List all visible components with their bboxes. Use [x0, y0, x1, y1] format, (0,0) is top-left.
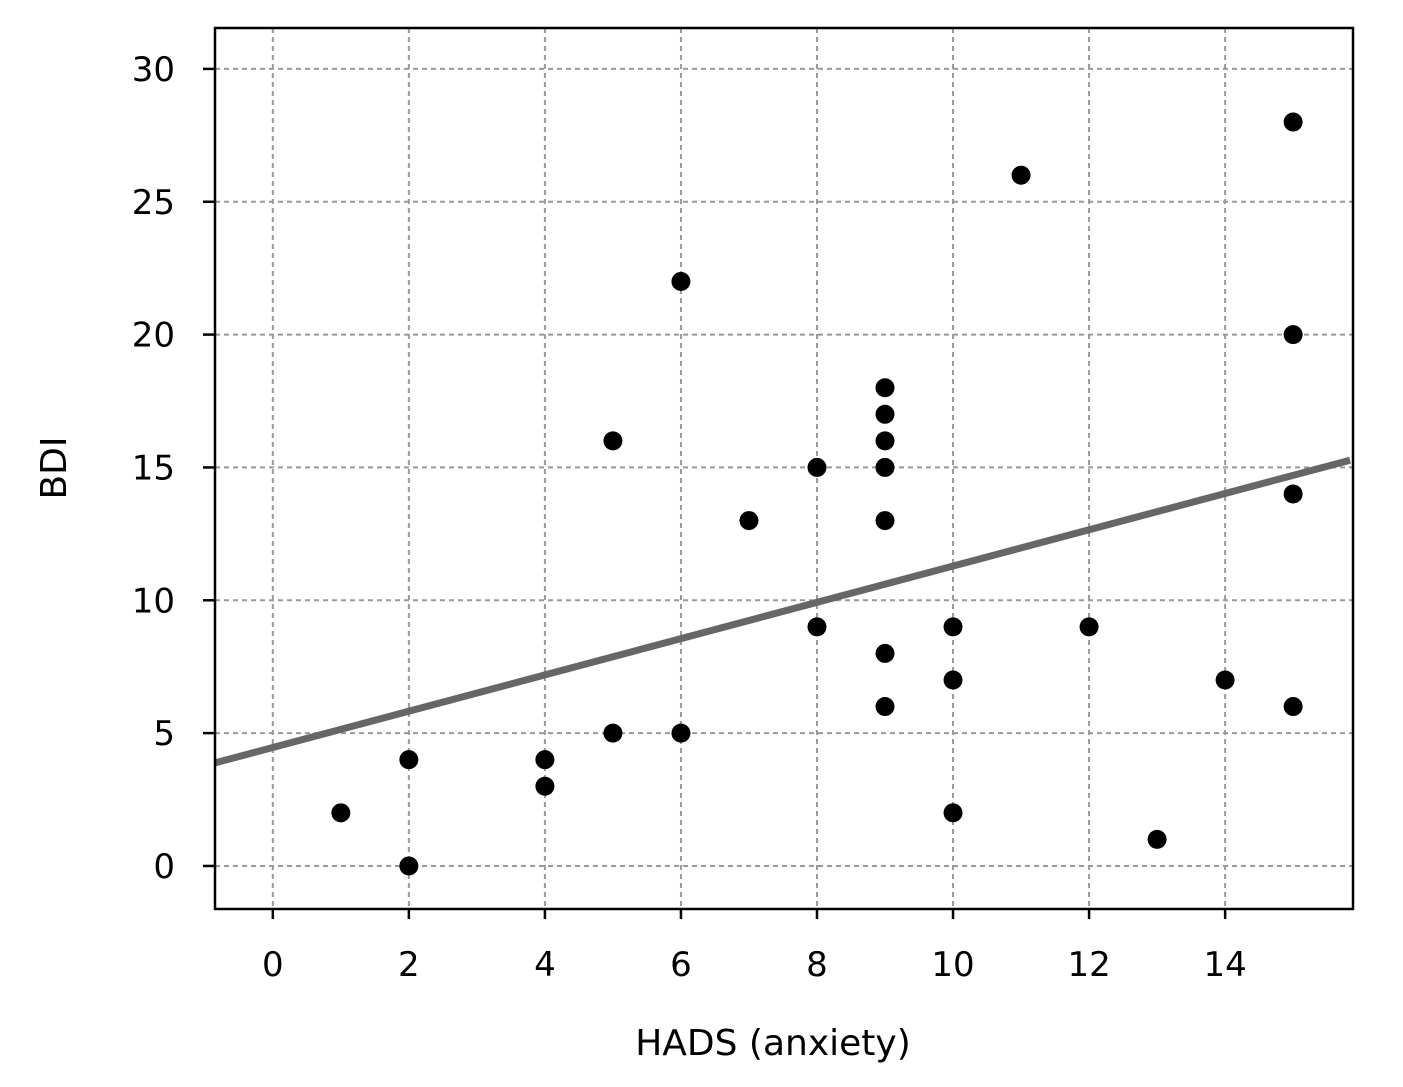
grid-lines — [215, 28, 1353, 909]
data-point — [1283, 484, 1303, 504]
data-point — [739, 511, 759, 531]
data-point — [875, 511, 895, 531]
data-point — [875, 431, 895, 451]
data-point — [943, 803, 963, 823]
y-axis-ticks: 0 5 10 15 20 25 30 — [132, 50, 215, 887]
plot-frame — [213, 26, 1355, 911]
data-point — [535, 750, 555, 770]
y-tick-label: 20 — [132, 316, 175, 356]
data-point — [1283, 325, 1303, 345]
data-point — [603, 431, 623, 451]
x-tick-label: 14 — [1203, 945, 1246, 985]
data-point — [399, 856, 419, 876]
data-point — [1011, 165, 1031, 185]
data-points — [331, 112, 1303, 876]
x-tick-label: 4 — [534, 945, 556, 985]
y-tick-label: 25 — [132, 183, 175, 223]
y-tick-label: 5 — [153, 714, 175, 754]
data-point — [535, 776, 555, 796]
data-point — [943, 670, 963, 690]
y-tick-label: 0 — [153, 847, 175, 887]
data-point — [1147, 829, 1167, 849]
data-point — [875, 643, 895, 663]
x-tick-label: 12 — [1067, 945, 1110, 985]
data-point — [1283, 112, 1303, 132]
y-tick-label: 10 — [132, 581, 175, 621]
data-point — [603, 723, 623, 743]
data-point — [671, 723, 691, 743]
data-point — [875, 378, 895, 398]
y-axis-label: BDI — [34, 436, 75, 499]
data-point — [399, 750, 419, 770]
regression-line — [214, 456, 1351, 767]
data-point — [943, 617, 963, 637]
data-point — [807, 457, 827, 477]
data-point — [807, 617, 827, 637]
x-tick-label: 2 — [398, 945, 420, 985]
data-point — [875, 404, 895, 424]
data-point — [1283, 697, 1303, 717]
y-tick-label: 15 — [132, 448, 175, 488]
data-point — [875, 457, 895, 477]
x-axis-ticks: 0 2 4 6 8 10 12 14 — [262, 909, 1247, 985]
x-tick-label: 10 — [931, 945, 974, 985]
x-tick-label: 6 — [670, 945, 692, 985]
data-point — [331, 803, 351, 823]
data-point — [1215, 670, 1235, 690]
y-tick-label: 30 — [132, 50, 175, 90]
x-tick-label: 8 — [806, 945, 828, 985]
x-tick-label: 0 — [262, 945, 284, 985]
x-axis-label: HADS (anxiety) — [635, 1023, 911, 1064]
data-point — [875, 697, 895, 717]
data-point — [671, 271, 691, 291]
data-point — [1079, 617, 1099, 637]
